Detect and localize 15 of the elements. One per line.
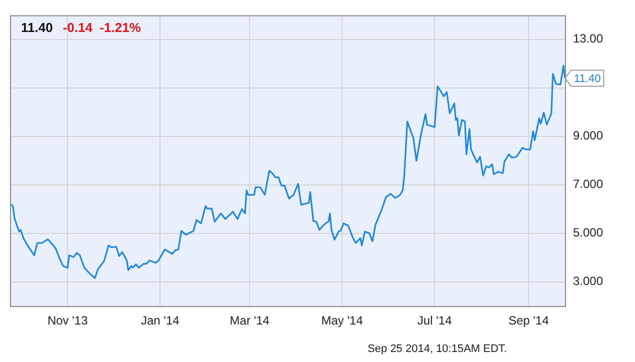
x-tick-label: Nov '13 (47, 314, 88, 328)
y-tick-label: 7.000 (573, 177, 604, 192)
y-tick-label: 9.000 (573, 128, 604, 143)
y-tick-label: 5.000 (573, 226, 604, 240)
text: Sep 25 2014, 10:15AM EDT. (368, 343, 507, 356)
x-tick-label: May '14 (321, 314, 364, 328)
y-tick-label: 3.000 (573, 274, 604, 288)
annotation: 11.40 (574, 73, 601, 86)
x-tick-label: Jan '14 (140, 314, 180, 328)
y-tick-label: 13.00 (573, 32, 604, 46)
chart-subtitle: -0.14 -1.21% (62, 20, 142, 35)
x-tick-label: Sep '14 (508, 314, 550, 328)
chart-title: 11.40 (21, 20, 53, 35)
x-tick-label: Jul '14 (417, 314, 452, 328)
x-tick-label: Mar '14 (230, 314, 270, 328)
